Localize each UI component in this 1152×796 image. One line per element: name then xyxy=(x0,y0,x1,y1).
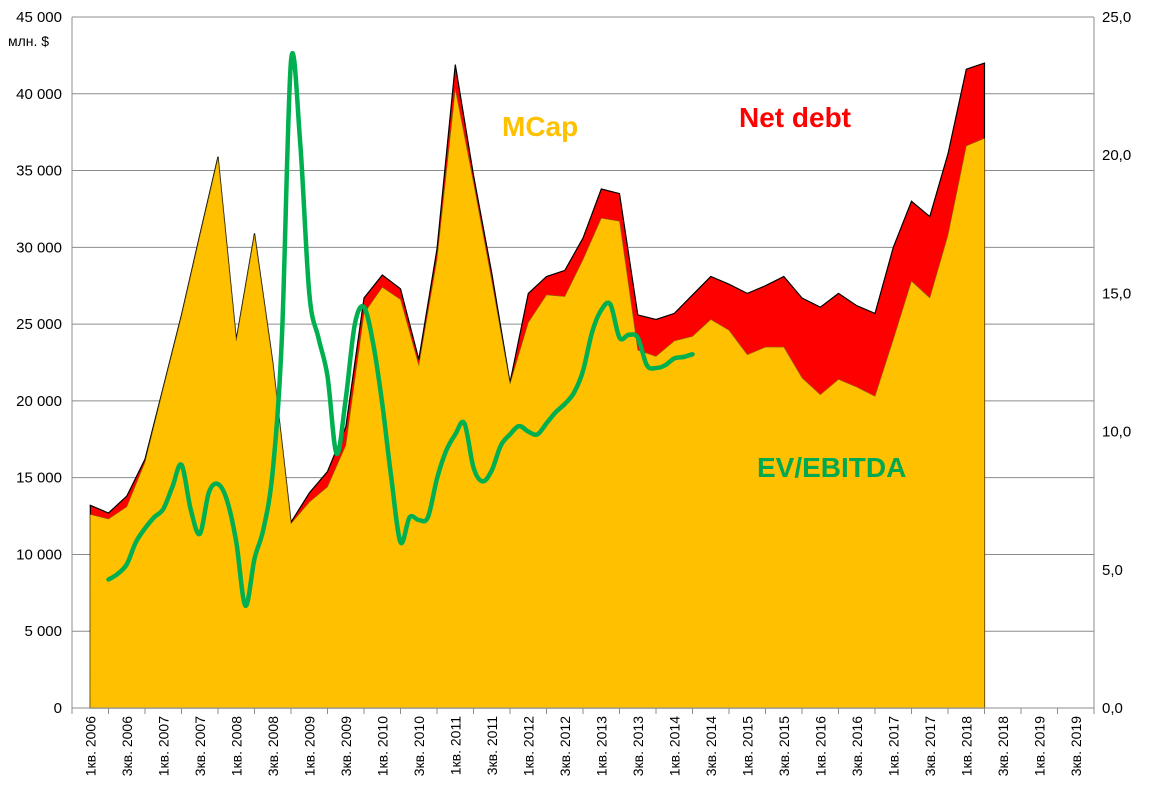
x-tick-label: 1кв. 2014 xyxy=(666,716,682,776)
y-axis-unit: млн. $ xyxy=(8,33,49,49)
x-tick-label: 1кв. 2009 xyxy=(301,716,317,776)
net-debt-annotation: Net debt xyxy=(739,102,851,133)
y2-tick-label: 25,0 xyxy=(1102,9,1131,26)
y-tick-label: 45 000 xyxy=(16,9,62,26)
y2-tick-label: 10,0 xyxy=(1102,424,1131,441)
x-tick-label: 3кв. 2009 xyxy=(338,716,354,776)
x-tick-label: 3кв. 2013 xyxy=(630,716,646,776)
y-tick-label: 0 xyxy=(54,700,62,717)
y2-tick-label: 15,0 xyxy=(1102,285,1131,302)
x-tick-label: 1кв. 2011 xyxy=(447,716,463,775)
x-tick-label: 1кв. 2006 xyxy=(82,716,98,776)
x-tick-label: 1кв. 2012 xyxy=(520,716,536,776)
axes xyxy=(71,17,1095,714)
x-tick-label: 1кв. 2007 xyxy=(155,716,171,776)
ev-ebitda-line xyxy=(106,50,695,608)
y-tick-label: 25 000 xyxy=(16,316,62,333)
y-tick-label: 15 000 xyxy=(16,470,62,487)
x-tick-label: 3кв. 2014 xyxy=(703,716,719,776)
x-tick-label: 1кв. 2018 xyxy=(958,716,974,776)
x-tick-label: 1кв. 2017 xyxy=(885,716,901,776)
y-tick-label: 35 000 xyxy=(16,163,62,180)
x-tick-label: 1кв. 2008 xyxy=(228,716,244,776)
x-tick-label: 3кв. 2006 xyxy=(119,716,135,776)
x-tick-label: 3кв. 2011 xyxy=(484,716,500,775)
y-axis-ticks: 45 000 40 000 35 000 30 000 25 000 20 000 15 0… xyxy=(16,9,62,717)
y2-tick-label: 0,0 xyxy=(1102,700,1123,717)
line-series xyxy=(106,50,695,608)
x-tick-label: 3кв. 2012 xyxy=(557,716,573,776)
mcap-edge xyxy=(90,89,985,525)
x-tick-label: 3кв. 2019 xyxy=(1068,716,1084,776)
y-tick-label: 5 000 xyxy=(24,623,62,640)
x-tick-label: 1кв. 2015 xyxy=(739,716,755,776)
y2-tick-label: 5,0 xyxy=(1102,562,1123,579)
mcap-annotation: MCap xyxy=(502,111,578,142)
area-series xyxy=(89,62,986,709)
x-tick-label: 3кв. 2008 xyxy=(265,716,281,776)
mcap-area xyxy=(90,89,985,708)
x-tick-label: 1кв. 2010 xyxy=(374,716,390,776)
x-tick-label: 3кв. 2016 xyxy=(849,716,865,776)
y-tick-label: 30 000 xyxy=(16,239,62,256)
y-tick-label: 20 000 xyxy=(16,393,62,410)
x-tick-label: 3кв. 2007 xyxy=(192,716,208,776)
x-tick-label: 3кв. 2018 xyxy=(995,716,1011,776)
x-tick-label: 3кв. 2015 xyxy=(776,716,792,776)
x-tick-label: 3кв. 2010 xyxy=(411,716,427,776)
x-tick-label: 3кв. 2017 xyxy=(922,716,938,776)
y-tick-label: 40 000 xyxy=(16,86,62,103)
x-tick-label: 1кв. 2016 xyxy=(812,716,828,776)
x-tick-label: 1кв. 2019 xyxy=(1031,716,1047,776)
y2-axis-ticks: 25,0 20,0 15,0 10,0 5,0 0,0 xyxy=(1102,9,1131,717)
ev-ebitda-annotation: EV/EBITDA xyxy=(757,452,906,483)
x-axis-ticks: 1кв. 2006 3кв. 2006 1кв. 2007 3кв. 2007 1кв.… xyxy=(82,716,1084,776)
y2-tick-label: 20,0 xyxy=(1102,147,1131,164)
x-tick-label: 1кв. 2013 xyxy=(593,716,609,776)
y-tick-label: 10 000 xyxy=(16,546,62,563)
